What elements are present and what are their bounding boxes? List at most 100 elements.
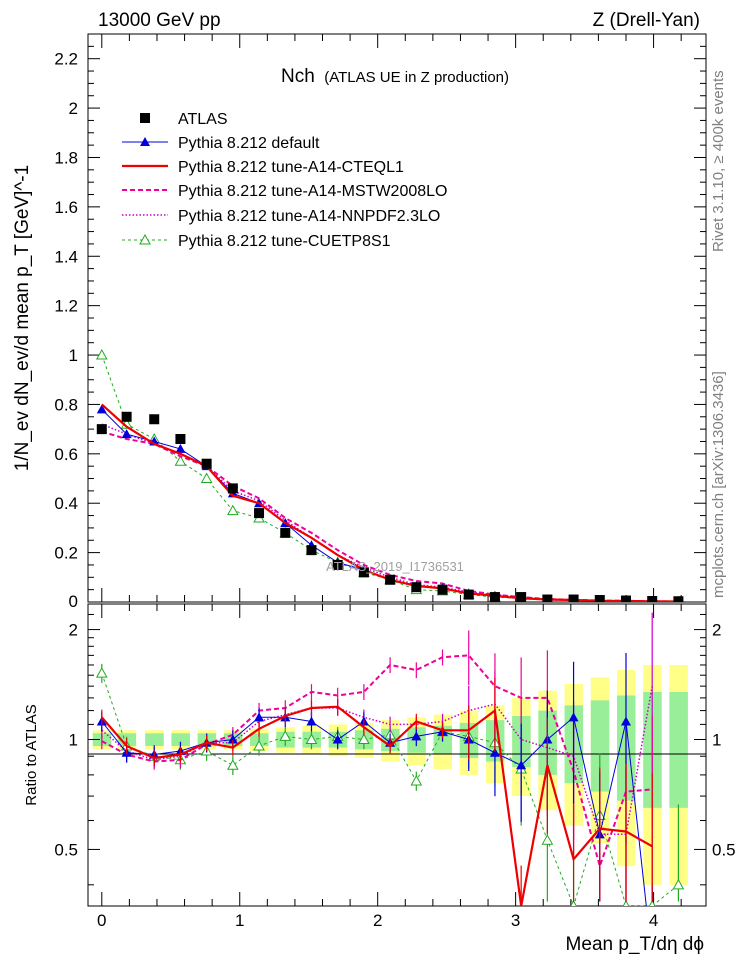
ratio-point-cuetp — [622, 899, 630, 906]
point-data — [489, 592, 500, 602]
ratio-plot-frame — [87, 603, 707, 907]
ratio-point-cuetp — [648, 899, 656, 906]
legend-entry-cteql1: Pythia 8.212 tune-A14-CTEQL1 — [122, 159, 404, 176]
ratio-point-cuetp — [305, 733, 318, 745]
ratio-point-cuetp — [226, 759, 239, 770]
x-tick-label: 2 — [373, 911, 382, 930]
ratio-y-tick-label: 1 — [69, 731, 78, 750]
legend-entry-default: Pythia 8.212 default — [122, 135, 320, 152]
ratio-band-inner — [171, 733, 190, 746]
ratio-band-inner — [590, 700, 610, 792]
y-tick-label: 1 — [69, 346, 78, 365]
x-axis-title: Mean p_T/dη dϕ — [566, 934, 704, 955]
ratio-y-tick-label-right: 1 — [712, 731, 721, 750]
energy-label: 13000 GeV pp — [98, 10, 221, 31]
point-data — [673, 596, 684, 602]
legend-label-nnpdf: Pythia 8.212 tune-A14-NNPDF2.3LO — [178, 208, 440, 225]
point-data — [568, 594, 579, 602]
point-data — [542, 594, 553, 602]
legend-marker-data — [140, 113, 150, 123]
point-cuetp — [95, 349, 108, 360]
source-info-label: mcplots.cern.ch [arXiv:1306.3436] — [710, 371, 727, 598]
ratio-point-cuetp — [358, 733, 370, 745]
y-tick-label: 0.6 — [54, 445, 78, 464]
ratio-point-default — [306, 716, 317, 726]
plot-title-sub: (ATLAS UE in Z production) — [324, 69, 509, 86]
point-data — [96, 424, 107, 435]
x-tick-label: 1 — [235, 911, 244, 930]
legend-marker-default — [140, 137, 150, 146]
legend-entry-nnpdf: Pythia 8.212 tune-A14-NNPDF2.3LO — [122, 208, 440, 225]
point-data — [620, 595, 631, 602]
ratio-point-default — [568, 712, 579, 722]
ratio-line-cteql1 — [100, 705, 653, 906]
point-data — [306, 545, 317, 556]
point-default — [96, 404, 107, 414]
point-data — [121, 411, 132, 422]
legend-entry-cuetp: Pythia 8.212 tune-CUETP8S1 — [122, 233, 391, 250]
point-data — [647, 596, 658, 602]
ratio-series-cteql1 — [100, 677, 653, 906]
ratio-point-default — [516, 760, 527, 770]
legend-label-cuetp: Pythia 8.212 tune-CUETP8S1 — [178, 233, 391, 250]
point-data — [201, 458, 212, 469]
series-data — [96, 411, 684, 602]
analysis-watermark: ATLAS_2019_I1736531 — [326, 559, 464, 574]
y-tick-label: 1.6 — [54, 198, 78, 217]
legend-entry-data: ATLAS — [140, 111, 228, 128]
ratio-point-cuetp — [541, 834, 554, 845]
ratio-band-inner — [669, 691, 688, 808]
ratio-line-mstw — [101, 654, 653, 870]
plot-title: Nch (ATLAS UE in Z production) — [281, 66, 509, 87]
legend-label-default: Pythia 8.212 default — [178, 135, 320, 152]
point-cuetp — [226, 504, 239, 516]
point-data — [516, 592, 527, 602]
legend-marker-cuetp — [139, 233, 151, 245]
point-default — [175, 443, 186, 453]
ratio-point-default — [227, 734, 238, 744]
ratio-point-default — [620, 716, 631, 726]
point-cuetp — [174, 455, 187, 466]
point-data — [175, 434, 186, 445]
point-data — [463, 589, 474, 600]
ratio-y-tick-label-right: 2 — [712, 621, 721, 640]
y-axis-title: 1/N_ev dN_ev/d mean p_T [GeV]^-1 — [12, 165, 33, 471]
point-data — [411, 582, 422, 593]
point-data — [358, 567, 369, 578]
ratio-point-default — [489, 747, 500, 757]
ratio-point-cuetp — [570, 899, 577, 906]
y-tick-label-zero: 0 — [69, 592, 78, 611]
ratio-point-default — [411, 731, 422, 741]
y-tick-label: 1.2 — [54, 297, 78, 316]
point-data — [254, 508, 265, 519]
rivet-info-label: Rivet 3.1.10, ≥ 400k events — [710, 70, 727, 252]
process-label: Z (Drell-Yan) — [593, 10, 700, 31]
plot-title-main: Nch — [281, 66, 315, 87]
point-data — [149, 414, 160, 425]
y-tick-label: 2 — [69, 99, 78, 118]
ratio-point-cuetp — [279, 730, 292, 741]
legend-label-data: ATLAS — [178, 111, 228, 128]
point-data — [385, 574, 396, 585]
x-tick-label: 4 — [649, 911, 658, 930]
ratio-y-tick-label: 2 — [69, 621, 78, 640]
ratio-y-axis-title: Ratio to ATLAS — [23, 704, 40, 805]
x-tick-label: 3 — [511, 911, 520, 930]
y-tick-label: 1.8 — [54, 148, 78, 167]
x-tick-label: 0 — [97, 911, 106, 930]
point-data — [280, 527, 291, 538]
legend-entry-mstw: Pythia 8.212 tune-A14-MSTW2008LO — [122, 183, 447, 200]
y-tick-label: 0.2 — [54, 544, 78, 563]
point-data — [227, 483, 238, 494]
y-tick-label: 0.4 — [54, 494, 78, 513]
point-data — [437, 584, 448, 595]
legend-label-mstw: Pythia 8.212 tune-A14-MSTW2008LO — [178, 183, 447, 200]
ratio-line-default — [101, 716, 647, 906]
point-data — [332, 559, 343, 570]
point-default — [121, 429, 132, 439]
point-data — [594, 595, 605, 602]
ratio-y-tick-label: 0.5 — [54, 840, 78, 859]
y-tick-label: 0.8 — [54, 395, 78, 414]
ratio-point-default — [647, 954, 657, 963]
